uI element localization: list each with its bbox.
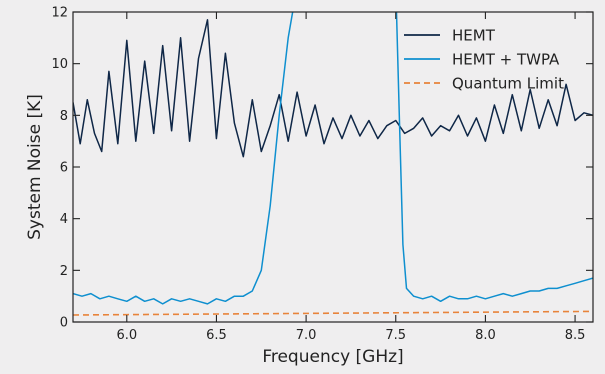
legend-label: HEMT: [452, 27, 496, 45]
y-tick-label: 0: [60, 316, 68, 331]
plot-area: [73, 12, 593, 322]
x-axis-label: Frequency [GHz]: [262, 347, 403, 367]
x-tick-label: 8.5: [565, 328, 586, 343]
y-tick-label: 10: [51, 57, 68, 72]
x-tick-label: 6.5: [206, 328, 227, 343]
y-tick-label: 6: [60, 161, 68, 176]
legend-label: Quantum Limit: [452, 75, 564, 93]
x-tick-label: 8.0: [475, 328, 496, 343]
series-line-0: [73, 19, 593, 158]
y-tick-label: 8: [60, 109, 68, 124]
x-tick-label: 7.0: [296, 328, 317, 343]
ticks-layer: 6.0 6.5 7.0 7.5 8.0 8.5 0 2 4 6 8 10 12: [51, 6, 593, 343]
y-tick-label: 4: [60, 212, 68, 227]
legend-label: HEMT + TWPA: [452, 51, 560, 69]
y-tick-label: 2: [60, 264, 68, 279]
y-tick-label: 12: [51, 6, 68, 21]
x-tick-label: 6.0: [116, 328, 137, 343]
y-axis-label: System Noise [K]: [25, 94, 45, 240]
series-layer: [73, 12, 593, 316]
x-tick-label: 7.5: [385, 328, 406, 343]
legend: HEMT HEMT + TWPA Quantum Limit: [404, 27, 564, 93]
series-line-1: [73, 12, 593, 305]
plot-frame: [72, 11, 594, 323]
series-line-2: [73, 310, 593, 316]
